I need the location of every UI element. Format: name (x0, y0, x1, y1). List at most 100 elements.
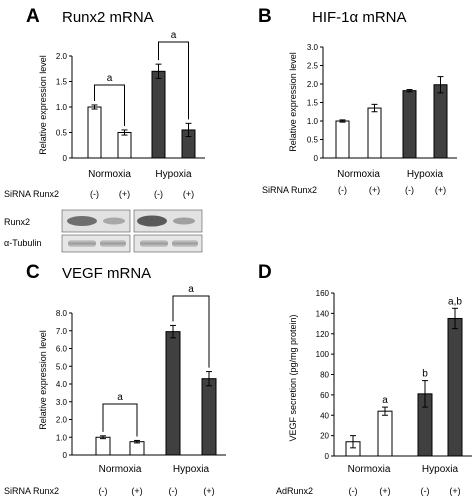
panel-d-y-tick-label: 0 (325, 452, 330, 461)
panel-d-y-tick-label: 160 (316, 289, 330, 298)
panel-c-y-tick-label: 1.0 (56, 433, 68, 442)
panel-c-group-label: Hypoxia (173, 464, 210, 475)
panel-c-bar (201, 378, 217, 456)
panel-d-y-tick-label: 80 (320, 371, 329, 380)
blot-label-tubulin: α-Tubulin (4, 238, 41, 248)
panel-c-y-tick-label: 7.0 (56, 327, 68, 336)
panel-c-bar (165, 331, 181, 456)
panel-c-significance-label: a (188, 284, 194, 295)
panel-b-title: HIF-1α mRNA (312, 9, 407, 26)
panel-c-significance-bracket (102, 403, 138, 437)
panel-d-condition-label: AdRunx2 (276, 486, 313, 496)
panel-b-group-label: Hypoxia (407, 169, 444, 180)
band-runx2-4 (173, 217, 195, 225)
panel-letter-d: D (258, 262, 272, 283)
band-tubulin-2 (100, 240, 126, 247)
panel-c-y-tick-label: 3.0 (56, 398, 68, 407)
panel-c-y-tick-label: 5.0 (56, 362, 68, 371)
panel-b-y-tick-label: 3.0 (307, 43, 319, 52)
panel-c-y-tick-label: 6.0 (56, 345, 68, 354)
band-runx2-3 (137, 215, 167, 227)
panel-b-y-tick-label: 1.5 (307, 99, 319, 108)
panel-letter-a: A (26, 6, 40, 27)
panel-b-y-tick-label: 1.0 (307, 117, 319, 126)
panel-d-condition-label: (+) (449, 486, 460, 496)
panel-a-significance-label: a (171, 30, 177, 41)
panel-b-y-tick-label: 2.5 (307, 62, 319, 71)
panel-a-blot: Runx2 α-Tubulin (4, 209, 203, 253)
panel-a-bar (87, 106, 102, 159)
panel-c-condition-label: (+) (131, 486, 142, 496)
panel-a-y-tick-label: 1.5 (56, 78, 68, 87)
panel-b-condition-label: SiRNA Runx2 (262, 185, 317, 195)
panel-b-y-tick-label: 2.0 (307, 80, 319, 89)
panel-c-significance-bracket (172, 295, 210, 368)
band-tubulin-4 (172, 240, 198, 247)
panel-b-bar (367, 107, 382, 159)
panel-a-condition-label: (-) (90, 189, 99, 199)
panel-letter-c: C (26, 262, 40, 283)
panel-d-y-tick-label: 60 (320, 391, 329, 400)
panel-d-y-tick-label: 100 (316, 350, 330, 359)
panel-d-bar (447, 317, 463, 457)
panel-c-y-tick-label: 0 (63, 451, 68, 460)
panel-c-significance-label: a (117, 392, 123, 403)
panel-d-y-tick-label: 20 (320, 432, 329, 441)
panel-a-condition-label: (-) (154, 189, 163, 199)
panel-b-bar (335, 120, 350, 159)
panel-d-bar-label: a (382, 395, 388, 406)
panel-b-y-axis-label: Relative expression level (288, 52, 298, 152)
panel-d-condition-label: (-) (421, 486, 430, 496)
panel-c-title: VEGF mRNA (62, 265, 151, 282)
panel-c-bar (95, 436, 111, 456)
panel-b-condition-label: (+) (369, 185, 380, 195)
panel-c-condition-label: (+) (203, 486, 214, 496)
panel-a-significance-bracket (94, 84, 125, 126)
panel-b-condition-label: (+) (435, 185, 446, 195)
panel-c-condition-label: (-) (99, 486, 108, 496)
band-tubulin-1 (68, 240, 96, 247)
panel-a-group-label: Normoxia (88, 169, 131, 180)
blot-runx2-hypoxia (133, 209, 203, 233)
panel-d-y-axis-label: VEGF secretion (pg/mg protein) (288, 314, 298, 441)
panel-a-y-axis-label: Relative expression level (38, 55, 48, 155)
panel-c-condition-label: SiRNA Runx2 (4, 486, 59, 496)
panel-d-bar (377, 410, 393, 457)
panel-a-group-label: Hypoxia (155, 169, 192, 180)
panel-d-bar-label: a,b (448, 296, 462, 307)
panel-d-y-tick-label: 120 (316, 330, 330, 339)
panel-b-y-tick-label: 0.5 (307, 136, 319, 145)
panel-c-y-tick-label: 4.0 (56, 380, 68, 389)
panel-b-condition-label: (-) (338, 185, 347, 195)
panel-a-y-tick-label: 2.0 (56, 52, 68, 61)
band-runx2-1 (67, 216, 97, 226)
panel-a-y-tick-label: 1.0 (56, 103, 68, 112)
panel-a-condition-label: (+) (119, 189, 130, 199)
blot-label-runx2: Runx2 (4, 217, 30, 227)
panel-d-group-label: Hypoxia (422, 464, 459, 475)
band-runx2-2 (103, 217, 125, 225)
panel-b-bar (433, 84, 448, 159)
panel-a-condition-label: SiRNA Runx2 (4, 189, 59, 199)
panel-a-significance-bracket (158, 41, 189, 120)
panel-c-y-axis-label: Relative expression level (38, 330, 48, 430)
panel-a-y-tick-label: 0 (63, 154, 68, 163)
panel-a-significance-label: a (107, 73, 113, 84)
panel-a-condition-label: (+) (183, 189, 194, 199)
panel-a-y-tick-label: 0.5 (56, 129, 68, 138)
panel-d-condition-label: (-) (349, 486, 358, 496)
charts: 0 0.5 1.0 1.5 2.0 Relative expression level (-… (38, 30, 472, 496)
panel-c-group-label: Normoxia (99, 464, 142, 475)
panel-c-y-tick-label: 8.0 (56, 309, 68, 318)
panel-c-condition-label: (-) (169, 486, 178, 496)
panel-d-y-tick-label: 40 (320, 411, 329, 420)
panel-b-bar (402, 90, 417, 159)
panel-c-bar (129, 441, 145, 456)
band-tubulin-3 (140, 240, 168, 247)
panel-d-bar-label: b (422, 369, 428, 380)
panel-d-y-tick-label: 140 (316, 309, 330, 318)
panel-d-group-label: Normoxia (348, 464, 391, 475)
panel-b-group-label: Normoxia (337, 169, 380, 180)
panel-b-y-tick-label: 0 (314, 154, 319, 163)
